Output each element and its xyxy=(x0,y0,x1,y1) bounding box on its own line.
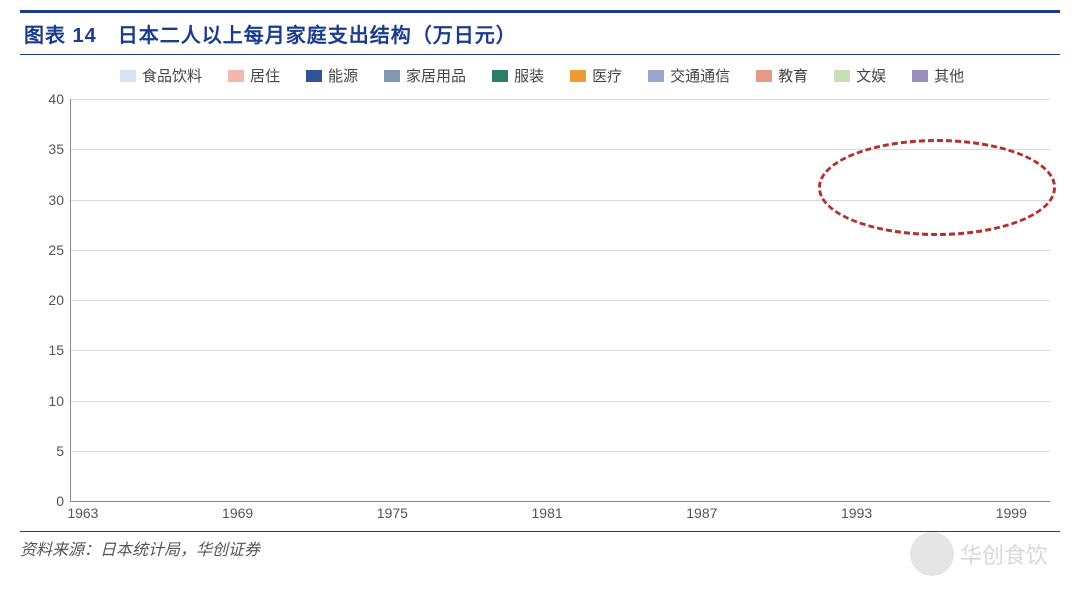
chart-title: 图表 14 日本二人以上每月家庭支出结构（万日元） xyxy=(24,25,517,47)
legend-item: 服装 xyxy=(492,65,544,86)
gridline xyxy=(70,250,1050,251)
gridline xyxy=(70,149,1050,150)
legend-swatch xyxy=(912,70,928,82)
legend-item: 文娱 xyxy=(834,65,886,86)
legend-swatch xyxy=(648,70,664,82)
legend-item: 能源 xyxy=(306,65,358,86)
y-tick-label: 15 xyxy=(48,342,70,358)
y-tick-label: 40 xyxy=(48,91,70,107)
y-tick-label: 20 xyxy=(48,292,70,308)
legend-item: 其他 xyxy=(912,65,964,86)
legend-label: 能源 xyxy=(328,65,358,86)
legend-label: 其他 xyxy=(934,65,964,86)
legend-label: 文娱 xyxy=(856,65,886,86)
legend-swatch xyxy=(306,70,322,82)
legend-item: 交通通信 xyxy=(648,65,730,86)
legend-label: 服装 xyxy=(514,65,544,86)
legend-label: 医疗 xyxy=(592,65,622,86)
gridline xyxy=(70,300,1050,301)
legend-label: 食品饮料 xyxy=(142,65,202,86)
legend: 食品饮料 居住 能源 家居用品 服装 医疗 交通通信 教育 文娱 其他 xyxy=(120,65,1040,86)
y-tick-label: 30 xyxy=(48,192,70,208)
x-tick-label: 1993 xyxy=(841,501,872,521)
legend-item: 医疗 xyxy=(570,65,622,86)
gridline xyxy=(70,451,1050,452)
legend-label: 交通通信 xyxy=(670,65,730,86)
legend-label: 居住 xyxy=(250,65,280,86)
legend-item: 食品饮料 xyxy=(120,65,202,86)
legend-swatch xyxy=(756,70,772,82)
legend-swatch xyxy=(570,70,586,82)
y-axis xyxy=(70,99,71,501)
legend-item: 教育 xyxy=(756,65,808,86)
gridline xyxy=(70,200,1050,201)
legend-item: 家居用品 xyxy=(384,65,466,86)
legend-label: 教育 xyxy=(778,65,808,86)
chart-title-bar: 图表 14 日本二人以上每月家庭支出结构（万日元） xyxy=(20,10,1060,55)
legend-item: 居住 xyxy=(228,65,280,86)
legend-swatch xyxy=(228,70,244,82)
y-tick-label: 5 xyxy=(56,443,70,459)
legend-swatch xyxy=(834,70,850,82)
legend-swatch xyxy=(492,70,508,82)
chart-area: 食品饮料 居住 能源 家居用品 服装 医疗 交通通信 教育 文娱 其他 0510152025303… xyxy=(20,61,1060,531)
gridline xyxy=(70,401,1050,402)
y-tick-label: 25 xyxy=(48,242,70,258)
y-tick-label: 10 xyxy=(48,393,70,409)
legend-swatch xyxy=(120,70,136,82)
x-tick-label: 1975 xyxy=(377,501,408,521)
legend-swatch xyxy=(384,70,400,82)
gridline xyxy=(70,350,1050,351)
y-tick-label: 35 xyxy=(48,141,70,157)
legend-label: 家居用品 xyxy=(406,65,466,86)
x-tick-label: 1969 xyxy=(222,501,253,521)
gridline xyxy=(70,99,1050,100)
x-tick-label: 1981 xyxy=(532,501,563,521)
x-tick-label: 1963 xyxy=(67,501,98,521)
x-tick-label: 1999 xyxy=(996,501,1027,521)
plot-area: 0510152025303540196319691975198119871993… xyxy=(70,99,1050,501)
x-tick-label: 1987 xyxy=(686,501,717,521)
source-line: 资料来源：日本统计局，华创证券 xyxy=(20,531,1060,560)
